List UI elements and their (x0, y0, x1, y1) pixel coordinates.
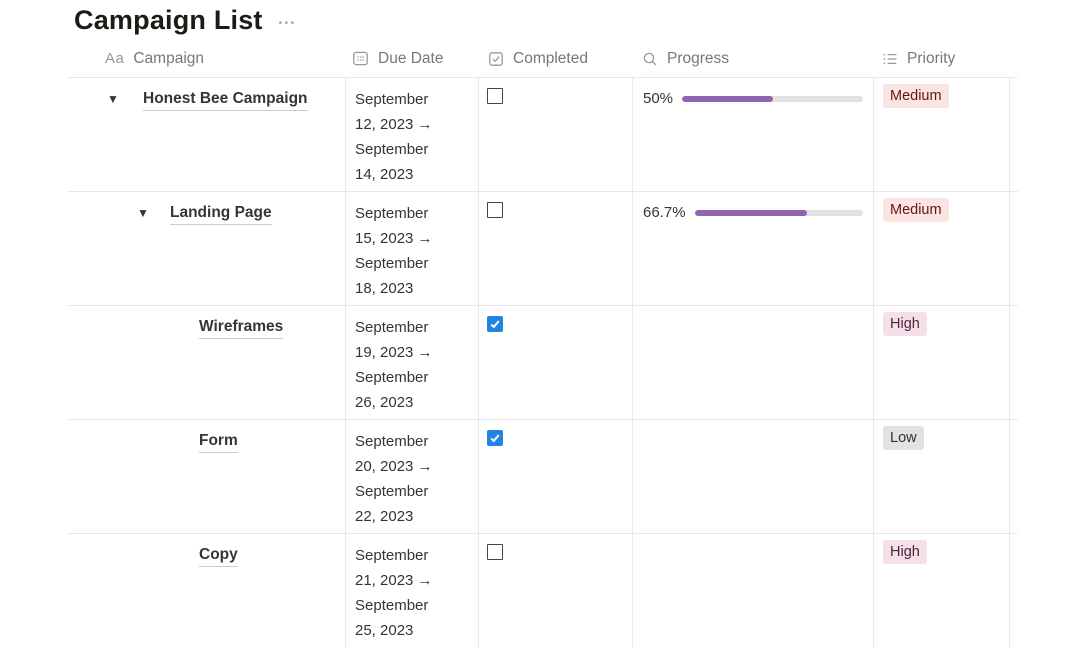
priority-badge[interactable]: High (883, 540, 927, 564)
campaign-cell: ▼ Landing Page (68, 192, 346, 305)
due-date-value: September 21, 2023 → September 25, 2023 (355, 547, 433, 639)
progress-cell (633, 306, 874, 419)
page-title[interactable]: Campaign List (74, 5, 263, 35)
options-ellipsis-icon[interactable]: ••• (278, 17, 297, 29)
completed-checkbox[interactable] (487, 202, 503, 218)
completed-checkbox[interactable] (487, 544, 503, 560)
campaign-page-link[interactable]: Landing Page (170, 202, 272, 225)
column-header-label: Completed (513, 49, 588, 67)
progress-percent-label: 66.7% (643, 204, 686, 221)
table-row: ▼ Landing Page September 15, 2023 → Sept… (68, 192, 1018, 306)
campaign-page-link[interactable]: Honest Bee Campaign (143, 88, 308, 111)
progress-bar (694, 209, 863, 216)
column-header-label: Campaign (133, 49, 205, 67)
page-header: Campaign List ••• (74, 0, 297, 40)
due-date-cell[interactable]: September 20, 2023 → September 22, 2023 (346, 420, 479, 533)
priority-badge[interactable]: Medium (883, 198, 949, 222)
row-spacer (1010, 420, 1018, 533)
column-header-label: Due Date (378, 49, 444, 67)
priority-cell: High (874, 534, 1010, 648)
due-date-value: September 19, 2023 → September 26, 2023 (355, 319, 433, 411)
priority-cell: High (874, 306, 1010, 419)
magnifier-icon (641, 50, 658, 67)
column-header-campaign[interactable]: Aa Campaign (68, 40, 346, 77)
completed-cell (479, 192, 633, 305)
completed-cell (479, 306, 633, 419)
row-spacer (1010, 78, 1018, 191)
completed-cell (479, 420, 633, 533)
due-date-value: September 20, 2023 → September 22, 2023 (355, 433, 433, 525)
row-spacer (1010, 306, 1018, 419)
title-icon: Aa (105, 50, 125, 67)
campaign-page-link[interactable]: Copy (199, 544, 238, 567)
row-spacer (1010, 192, 1018, 305)
progress-cell (633, 534, 874, 648)
column-header-due-date[interactable]: Due Date (346, 40, 479, 77)
campaign-page-link[interactable]: Wireframes (199, 316, 284, 339)
table-header-row: Aa Campaign Due Date (68, 40, 1018, 78)
completed-checkbox[interactable] (487, 88, 503, 104)
progress-bar-fill (694, 209, 807, 216)
progress-cell: 50% (633, 78, 874, 191)
priority-cell: Medium (874, 78, 1010, 191)
progress-cell (633, 420, 874, 533)
table-row: Form September 20, 2023 → September 22, … (68, 420, 1018, 534)
due-date-cell[interactable]: September 21, 2023 → September 25, 2023 (346, 534, 479, 648)
completed-checkbox[interactable] (487, 430, 503, 446)
progress-percent-label: 50% (643, 90, 674, 107)
campaign-cell: Wireframes (68, 306, 346, 419)
column-header-label: Priority (907, 49, 956, 67)
row-spacer (1010, 534, 1018, 648)
campaign-table: Aa Campaign Due Date (68, 40, 1018, 648)
list-icon (881, 50, 898, 67)
table-row: Wireframes September 19, 2023 → Septembe… (68, 306, 1018, 420)
completed-cell (479, 534, 633, 648)
column-header-label: Progress (667, 49, 730, 67)
due-date-cell[interactable]: September 12, 2023 → September 14, 2023 (346, 78, 479, 191)
due-date-value: September 12, 2023 → September 14, 2023 (355, 91, 433, 183)
header-spacer (1010, 40, 1018, 77)
column-header-priority[interactable]: Priority (874, 40, 1010, 77)
due-date-value: September 15, 2023 → September 18, 2023 (355, 205, 433, 297)
campaign-cell: Form (68, 420, 346, 533)
completed-checkbox[interactable] (487, 316, 503, 332)
expand-toggle-icon[interactable]: ▼ (137, 206, 149, 220)
progress-bar (682, 95, 863, 102)
completed-cell (479, 78, 633, 191)
priority-badge[interactable]: High (883, 312, 927, 336)
progress-cell: 66.7% (633, 192, 874, 305)
column-header-progress[interactable]: Progress (633, 40, 874, 77)
table-row: Copy September 21, 2023 → September 25, … (68, 534, 1018, 648)
priority-badge[interactable]: Medium (883, 84, 949, 108)
column-header-completed[interactable]: Completed (479, 40, 633, 77)
table-row: ▼ Honest Bee Campaign September 12, 2023… (68, 78, 1018, 192)
calendar-icon (352, 50, 369, 67)
due-date-cell[interactable]: September 19, 2023 → September 26, 2023 (346, 306, 479, 419)
due-date-cell[interactable]: September 15, 2023 → September 18, 2023 (346, 192, 479, 305)
expand-toggle-icon[interactable]: ▼ (107, 92, 119, 106)
priority-badge[interactable]: Low (883, 426, 924, 450)
checkbox-icon (487, 50, 504, 67)
campaign-cell: Copy (68, 534, 346, 648)
campaign-page-link[interactable]: Form (199, 430, 238, 453)
campaign-cell: ▼ Honest Bee Campaign (68, 78, 346, 191)
progress-bar-fill (682, 95, 773, 102)
priority-cell: Low (874, 420, 1010, 533)
priority-cell: Medium (874, 192, 1010, 305)
